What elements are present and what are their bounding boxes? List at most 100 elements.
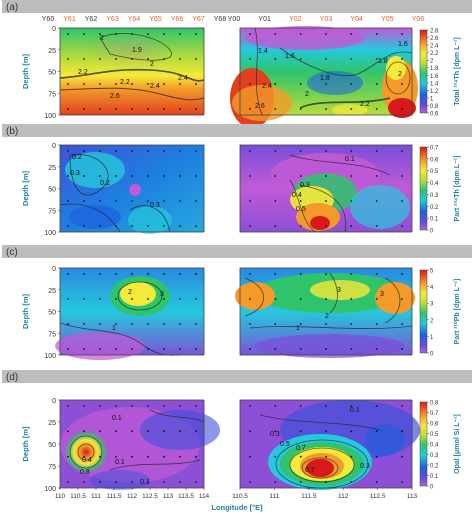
station-dot: [249, 405, 251, 407]
contour-label: 1.8: [320, 75, 330, 82]
station-dot: [179, 58, 181, 60]
station-dot: [163, 150, 165, 152]
colorbar-label: Total ²³⁴Th [dpm L⁻¹]: [454, 37, 461, 105]
station-dot: [195, 108, 197, 110]
station-dot: [163, 273, 165, 275]
station-dot: [179, 323, 181, 325]
contour-line: [385, 61, 411, 95]
station-dot: [401, 58, 403, 60]
station-dot: [375, 200, 378, 202]
colorbar-tick-label: 1: [430, 335, 434, 341]
contour-label: 3: [380, 291, 384, 298]
station-dot: [131, 33, 133, 35]
contour-label: 2.4: [178, 75, 188, 82]
station-dot: [325, 348, 327, 350]
contour-line: [59, 203, 121, 233]
station-dot: [195, 348, 197, 350]
station-dot: [163, 430, 165, 433]
station-dot: [179, 175, 181, 177]
field-blob: [245, 26, 365, 50]
station-label: Y05: [381, 16, 394, 23]
station-dot: [195, 200, 197, 202]
station-dot: [350, 430, 353, 433]
contour-label: 2.2: [120, 79, 130, 86]
colorbar-tick-label: 0.4: [430, 181, 439, 187]
station-dot: [350, 225, 353, 227]
colorbar-tick-label: 0: [430, 229, 434, 235]
y-tick-label: 100: [44, 230, 56, 237]
station-label: Y02: [289, 16, 302, 23]
contour-line: [384, 277, 401, 324]
station-dot: [115, 273, 117, 275]
contour-line: [77, 443, 95, 461]
station-dot: [401, 405, 403, 407]
contour-label: 2: [325, 313, 329, 320]
station-dot: [163, 405, 165, 407]
colorbar-tick-label: 0.7: [430, 146, 439, 152]
field-blob: [235, 282, 275, 310]
contour-label: 0.4: [82, 457, 92, 464]
station-dot: [179, 455, 181, 458]
station-dot: [401, 33, 403, 35]
colorbar: [419, 401, 428, 487]
station-dot: [163, 481, 165, 483]
colorbar-tick-label: 1.6: [430, 74, 439, 80]
panel-label-bar: [2, 124, 472, 137]
contour-label: 0.1: [350, 407, 360, 414]
station-dot: [163, 225, 165, 227]
contour-line: [69, 435, 103, 469]
station-dot: [350, 108, 353, 110]
plot-frame-right: [239, 267, 413, 356]
x-tick-label: 110.5: [70, 493, 86, 500]
y-tick-label: 100: [44, 353, 56, 360]
y-tick-label: 100: [44, 486, 56, 493]
contour-label: 0.1: [345, 156, 355, 163]
x-tick-label: 111.5: [106, 493, 122, 500]
station-dot: [299, 83, 302, 85]
x-tick-label: 113: [407, 493, 418, 500]
station-dot: [195, 150, 197, 152]
station-dot: [401, 175, 403, 177]
contour-line: [59, 68, 205, 82]
station-dot: [115, 108, 117, 110]
panel-label-bar: [2, 370, 472, 383]
station-dot: [325, 298, 327, 300]
contour-label: 2: [100, 35, 104, 42]
colorbar-tick-label: 0.8: [430, 401, 439, 407]
colorbar-tick-label: 1: [430, 96, 434, 102]
station-dot: [350, 298, 353, 300]
station-dot: [67, 430, 69, 433]
station-dot: [67, 200, 69, 202]
station-dot: [375, 430, 378, 433]
station-dot: [274, 273, 277, 275]
station-label: Y04: [350, 16, 363, 23]
contour-line: [69, 153, 109, 196]
station-dot: [131, 348, 133, 350]
field-blob: [64, 430, 108, 474]
station-dot: [99, 225, 101, 227]
station-dot: [274, 33, 277, 35]
contour-label: 0.2: [72, 154, 82, 161]
contour-label: 0.5: [296, 206, 306, 213]
station-dot: [83, 225, 85, 227]
station-dot: [299, 58, 302, 60]
colorbar-label: Opal [μmol Si L⁻¹]: [454, 414, 461, 474]
station-label: Y64: [128, 16, 141, 23]
station-dot: [274, 83, 277, 85]
field-blob: [375, 282, 415, 314]
station-dot: [67, 83, 69, 85]
colorbar-tick-label: 0.2: [430, 205, 439, 211]
station-dot: [249, 225, 251, 227]
colorbar-tick-label: 0.3: [430, 453, 439, 459]
y-tick-label: 75: [48, 91, 56, 98]
contour-line: [117, 281, 163, 311]
station-dot: [115, 323, 117, 325]
station-dot: [325, 200, 327, 202]
station-dot: [67, 108, 69, 110]
station-dot: [99, 481, 101, 483]
station-dot: [67, 348, 69, 350]
contour-label: 2.6: [110, 93, 120, 100]
station-label: Y63: [106, 16, 119, 23]
station-dot: [99, 200, 101, 202]
colorbar-tick-label: 0.1: [430, 217, 439, 223]
